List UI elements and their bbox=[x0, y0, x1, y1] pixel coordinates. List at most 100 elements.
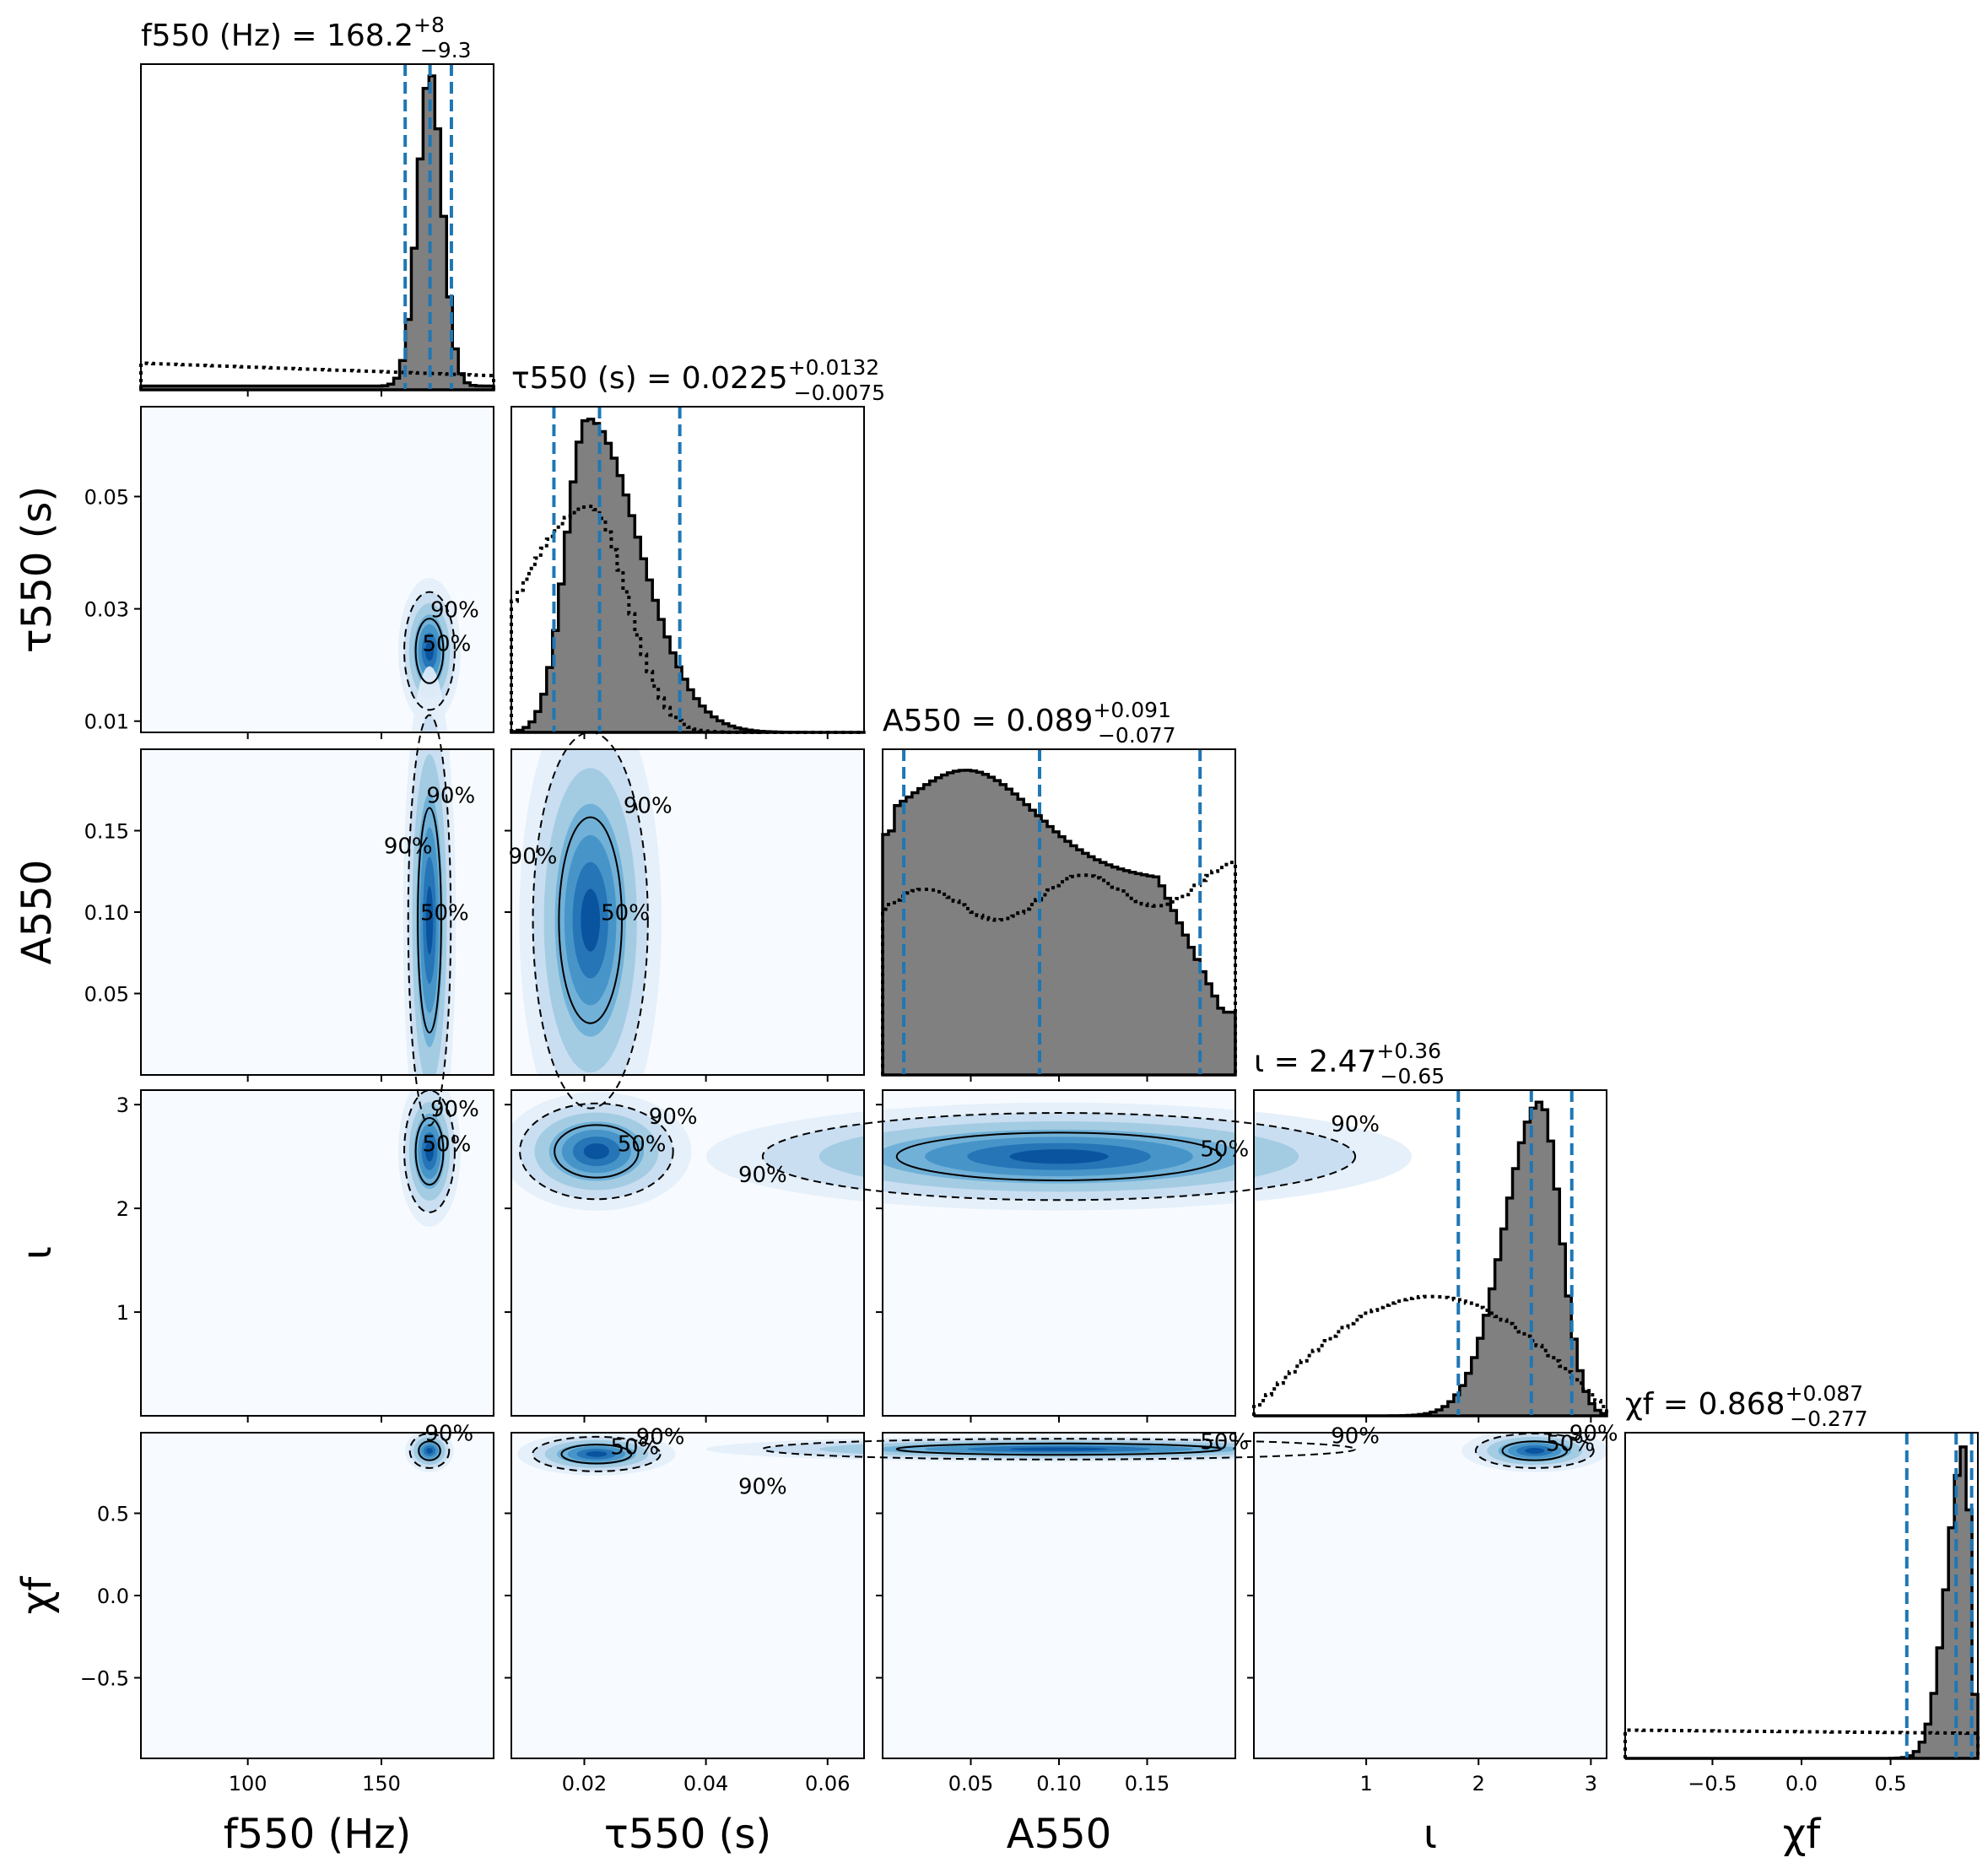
density-level-6 bbox=[1525, 1448, 1545, 1454]
gutter-top bbox=[0, 0, 1988, 63]
contour-label-90: 90% bbox=[738, 1163, 787, 1188]
contour-50-r2c1 bbox=[558, 816, 623, 1024]
title-minus-A: −0.077 bbox=[1098, 723, 1176, 748]
ytick-label-chi-0: −0.5 bbox=[80, 1666, 129, 1690]
title-plus-tau: +0.0132 bbox=[788, 355, 879, 380]
xtick-label-f-1: 150 bbox=[362, 1772, 401, 1796]
ylabel-chi: χf bbox=[14, 1576, 61, 1615]
contour-50-r3c1 bbox=[554, 1124, 640, 1179]
density-level-6 bbox=[426, 1448, 433, 1454]
title-name-A: A550 = 0.089 bbox=[883, 704, 1093, 738]
density-panel-r4c1 bbox=[511, 1433, 864, 1758]
contour-50-r2c0 bbox=[417, 807, 442, 1034]
xtick-label-A-1: 0.10 bbox=[1036, 1772, 1081, 1796]
contour-90-r3c0 bbox=[403, 1089, 456, 1213]
contour-90-r1c0 bbox=[403, 591, 456, 711]
density-bg-r4c3 bbox=[1254, 1433, 1607, 1758]
contour-layer bbox=[403, 64, 1974, 1758]
contour-90-r2c1 bbox=[532, 731, 649, 1110]
title-plus-A: +0.091 bbox=[1093, 698, 1171, 722]
density-level-6 bbox=[425, 640, 434, 662]
contour-label-90: 90% bbox=[384, 834, 433, 860]
contour-50-r4c0 bbox=[418, 1440, 441, 1461]
xlabel-tau: τ550 (s) bbox=[604, 1811, 771, 1858]
title-minus-chi: −0.277 bbox=[1790, 1407, 1868, 1431]
xlabel-f: f550 (Hz) bbox=[224, 1811, 412, 1858]
contour-label-90: 90% bbox=[738, 1474, 787, 1499]
xtick-label-tau-1: 0.04 bbox=[683, 1772, 728, 1796]
density-panel-r3c1 bbox=[501, 1090, 864, 1416]
ytick-label-A-2: 0.15 bbox=[84, 820, 129, 844]
contour-90-r4c1 bbox=[532, 1435, 662, 1472]
ylabel-tau: τ550 (s) bbox=[14, 486, 61, 653]
title-plus-iota: +0.36 bbox=[1376, 1039, 1441, 1063]
contour-label-50: 50% bbox=[420, 901, 469, 926]
density-frame-r1c0 bbox=[140, 406, 494, 733]
xlabel-A: A550 bbox=[1007, 1811, 1111, 1858]
title-minus-f: −9.3 bbox=[420, 38, 472, 62]
title-name-f: f550 (Hz) = 168.2 bbox=[141, 19, 413, 53]
contour-label-50: 50% bbox=[610, 1434, 659, 1460]
contour-label-90: 90% bbox=[424, 1422, 473, 1447]
contour-90-r4c2 bbox=[761, 1438, 1357, 1461]
text-layer: f550 (Hz) = 168.2+8 −9.3 τ550 (s) = 0.0225… bbox=[14, 13, 1907, 1858]
contour-label-90: 90% bbox=[1569, 1422, 1618, 1447]
title-name-iota: ι = 2.47 bbox=[1254, 1045, 1376, 1079]
ytick-label-chi-1: 0.0 bbox=[97, 1585, 129, 1608]
gutter-left bbox=[0, 0, 140, 1863]
xtick-label-tau-2: 0.06 bbox=[805, 1772, 850, 1796]
xtick-label-chi-1: 0.0 bbox=[1785, 1772, 1818, 1796]
prior-hist-A bbox=[881, 861, 1237, 1075]
contour-50-r4c2 bbox=[895, 1442, 1223, 1456]
title-name-tau: τ550 (s) = 0.0225 bbox=[511, 361, 788, 396]
ylabel-iota: ι bbox=[14, 1246, 61, 1260]
xtick-label-A-0: 0.05 bbox=[948, 1772, 993, 1796]
title-name-chi: χf = 0.868 bbox=[1625, 1387, 1785, 1422]
contour-label-90: 90% bbox=[649, 1104, 698, 1130]
posterior-hist-A bbox=[881, 769, 1237, 1077]
title-iota: ι = 2.47+0.36 −0.65 bbox=[1254, 1039, 1445, 1088]
ytick-label-iota-0: 1 bbox=[116, 1301, 129, 1325]
xtick-label-iota-2: 3 bbox=[1585, 1772, 1597, 1796]
xtick-label-iota-0: 1 bbox=[1359, 1772, 1372, 1796]
hist-panel-chi bbox=[1625, 1433, 1978, 1758]
density-bg-r4c0 bbox=[141, 1433, 494, 1758]
frames-layer bbox=[134, 63, 1979, 1765]
ytick-label-iota-2: 3 bbox=[116, 1094, 129, 1117]
hist-frame-f bbox=[140, 63, 494, 391]
density-bg-r4c1 bbox=[511, 1433, 864, 1758]
contour-label-90: 90% bbox=[624, 793, 673, 818]
contour-label-50: 50% bbox=[618, 1132, 667, 1158]
prior-hist-tau bbox=[510, 505, 864, 734]
title-minus-tau: −0.0075 bbox=[794, 381, 885, 405]
contour-label-90: 90% bbox=[1331, 1423, 1380, 1449]
contour-50-r4c1 bbox=[560, 1444, 633, 1465]
density-bg-r4c2 bbox=[883, 1433, 1235, 1758]
ytick-label-iota-1: 2 bbox=[116, 1197, 129, 1221]
contour-label-90: 90% bbox=[1331, 1112, 1380, 1137]
density-panel-r1c0 bbox=[141, 407, 494, 732]
contour-label-90: 90% bbox=[426, 784, 475, 809]
gutter-v0 bbox=[494, 0, 511, 1863]
xtick-label-tau-0: 0.02 bbox=[562, 1772, 607, 1796]
hist-frame-iota bbox=[1253, 1089, 1607, 1417]
xlabel-chi: χf bbox=[1783, 1811, 1822, 1858]
gutter-v4 bbox=[1979, 0, 1987, 1863]
contour-label-90: 90% bbox=[430, 1097, 479, 1122]
contour-label-50: 50% bbox=[601, 901, 650, 926]
contour-label-50: 50% bbox=[422, 1132, 471, 1158]
gutter-h4 bbox=[0, 1759, 1988, 1862]
density-level-6 bbox=[586, 1450, 608, 1457]
xtick-label-chi-2: 0.5 bbox=[1874, 1772, 1906, 1796]
density-panel-r3c0 bbox=[141, 1076, 494, 1416]
density-level-6 bbox=[1009, 1447, 1109, 1451]
prior-hist-iota bbox=[1252, 1294, 1608, 1416]
density-frame-r3c1 bbox=[511, 1089, 865, 1417]
density-panel-r4c2 bbox=[706, 1433, 1412, 1758]
contour-90-r3c1 bbox=[519, 1102, 674, 1201]
ytick-label-A-1: 0.10 bbox=[84, 901, 129, 925]
xtick-label-A-2: 0.15 bbox=[1125, 1772, 1170, 1796]
contour-50-r4c3 bbox=[1501, 1440, 1569, 1461]
ytick-label-tau-0: 0.01 bbox=[84, 710, 129, 734]
